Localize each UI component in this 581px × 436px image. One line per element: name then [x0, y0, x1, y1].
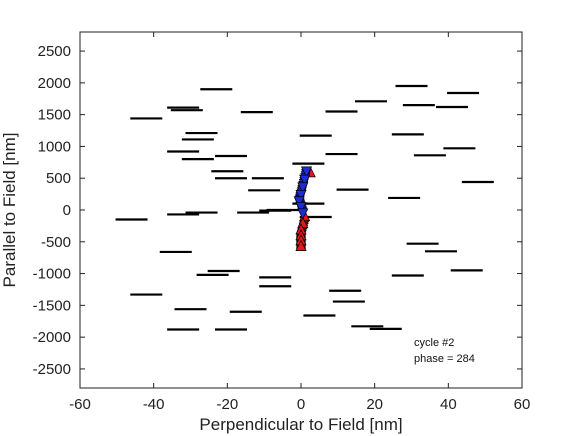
- y-axis-label: Parallel to Field [nm]: [0, 133, 19, 288]
- blue-marker: [300, 166, 313, 178]
- x-tick-label: 20: [366, 396, 383, 413]
- y-tick-label: -2500: [33, 361, 71, 378]
- segments-layer: [115, 84, 494, 331]
- y-tick-label: 500: [46, 170, 71, 187]
- series-layer: [293, 166, 316, 251]
- y-tick-label: -2000: [33, 329, 71, 346]
- blue-marker: [299, 174, 311, 186]
- blue-marker: [297, 182, 309, 194]
- blue-marker: [295, 202, 307, 214]
- y-tick-label: 1500: [38, 107, 71, 124]
- cycle-annotation: cycle #2: [414, 337, 454, 349]
- y-tick-label: -500: [41, 234, 71, 251]
- y-tick-label: 0: [63, 202, 71, 219]
- red-marker: [295, 239, 307, 251]
- y-tick-label: 2500: [38, 43, 71, 60]
- x-axis-label: Perpendicular to Field [nm]: [199, 415, 402, 434]
- blue-marker: [295, 190, 307, 202]
- y-tick-label: -1000: [33, 266, 71, 283]
- x-tick-label: 60: [514, 396, 531, 413]
- y-tick-label: 1000: [38, 138, 71, 155]
- y-tick-label: 2000: [38, 75, 71, 92]
- blue-marker: [297, 208, 309, 220]
- blue-marker: [293, 196, 305, 208]
- y-tick-label: -1500: [33, 297, 71, 314]
- ticks-layer: -60 -40 -20 0 20 40 60 -2500 -2000 -1500 -1000 -500…: [33, 32, 531, 413]
- phase-annotation: phase = 284: [414, 353, 475, 365]
- x-tick-label: 0: [297, 396, 305, 413]
- x-tick-label: -40: [143, 396, 165, 413]
- x-tick-label: 40: [440, 396, 457, 413]
- x-tick-label: -20: [216, 396, 238, 413]
- x-tick-label: -60: [69, 396, 91, 413]
